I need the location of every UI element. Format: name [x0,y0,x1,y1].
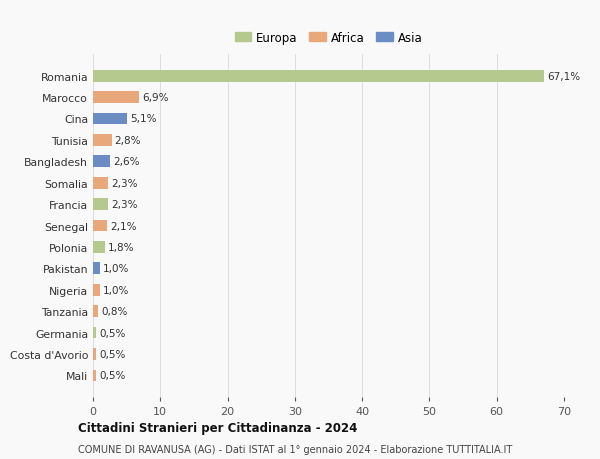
Text: 67,1%: 67,1% [547,72,580,82]
Text: 2,1%: 2,1% [110,221,136,231]
Bar [93,348,97,360]
Text: Cittadini Stranieri per Cittadinanza - 2024: Cittadini Stranieri per Cittadinanza - 2… [78,421,358,434]
Bar [93,113,127,125]
Text: 1,8%: 1,8% [108,242,134,252]
Bar [93,284,100,296]
Text: 1,0%: 1,0% [103,285,129,295]
Text: 5,1%: 5,1% [130,114,157,124]
Text: 0,5%: 0,5% [99,370,125,381]
Bar [93,135,112,146]
Text: 0,5%: 0,5% [99,349,125,359]
Bar [93,220,107,232]
Bar [93,156,110,168]
Bar [93,306,98,317]
Text: 0,5%: 0,5% [99,328,125,338]
Bar [93,327,97,339]
Bar [93,263,100,274]
Bar [93,370,97,381]
Bar [93,199,109,211]
Text: 2,3%: 2,3% [111,179,137,188]
Legend: Europa, Africa, Asia: Europa, Africa, Asia [230,27,427,49]
Text: 6,9%: 6,9% [142,93,169,103]
Bar [93,71,544,82]
Bar [93,92,139,104]
Text: 0,8%: 0,8% [101,307,127,317]
Text: 1,0%: 1,0% [103,264,129,274]
Bar [93,241,105,253]
Bar [93,178,109,189]
Text: 2,3%: 2,3% [111,200,137,210]
Text: 2,8%: 2,8% [115,135,141,146]
Text: COMUNE DI RAVANUSA (AG) - Dati ISTAT al 1° gennaio 2024 - Elaborazione TUTTITALI: COMUNE DI RAVANUSA (AG) - Dati ISTAT al … [78,444,512,454]
Text: 2,6%: 2,6% [113,157,140,167]
